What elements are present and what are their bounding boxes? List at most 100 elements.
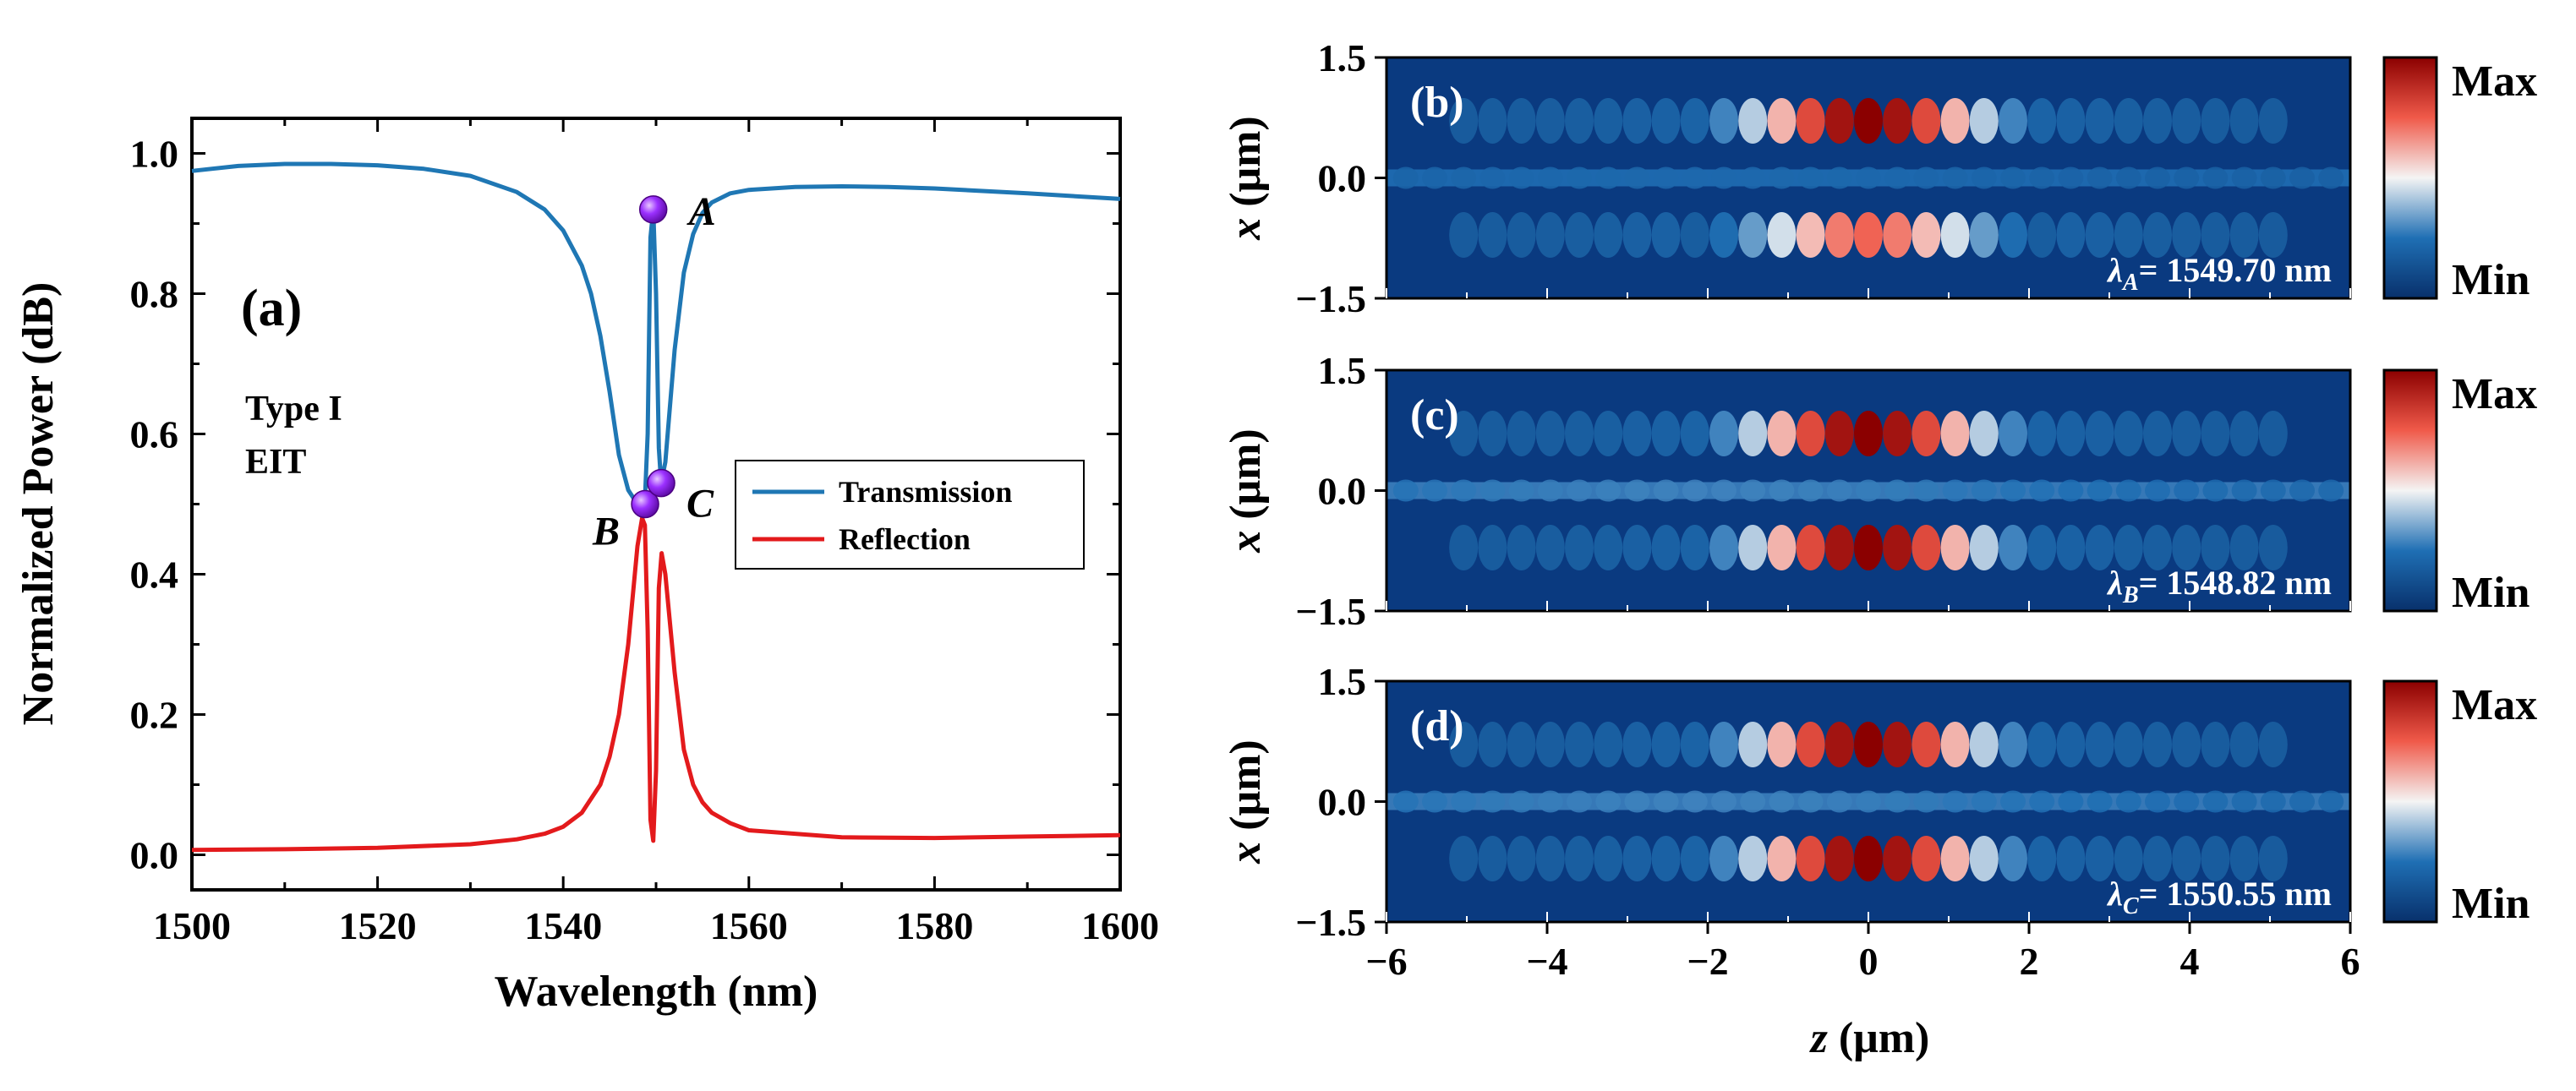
hm-y-axis-label: x (μm) (1222, 739, 1270, 864)
guide-lobe (2000, 790, 2026, 813)
field-lobe (1594, 836, 1623, 881)
guide-lobe (2289, 790, 2315, 813)
field-lobe (1767, 98, 1797, 144)
hm-x-tick-label: 6 (2341, 940, 2360, 983)
field-lobe (1622, 836, 1652, 881)
guide-lobe (2260, 479, 2286, 502)
field-lobe (1622, 212, 1652, 258)
field-lobe (2114, 411, 2143, 456)
y-tick-label: 1.0 (130, 133, 179, 176)
guide-lobe (2174, 166, 2200, 189)
field-lobe (1709, 98, 1738, 144)
hm-y-tick-label: 0.0 (1318, 470, 1367, 513)
field-lobe (1854, 212, 1883, 258)
hm-x-tick-label: −2 (1687, 940, 1728, 983)
guide-lobe (1653, 790, 1679, 813)
field-lobe (1709, 212, 1738, 258)
guide-lobe (1797, 790, 1824, 813)
x-tick-label: 1580 (895, 904, 973, 947)
guide-lobe (1451, 790, 1477, 813)
y-tick-label: 0.2 (130, 694, 179, 737)
guide-lobe (1711, 790, 1736, 813)
heatmap-panel-d: (d) λC= 1550.55 nm 1.5 0.0 −1.5 x (μm) Max Min (1222, 660, 2537, 944)
field-lobe (1680, 836, 1709, 881)
field-lobe (1478, 212, 1507, 258)
field-lobe (1478, 722, 1507, 767)
guide-lobe (1682, 790, 1708, 813)
field-lobe (1767, 212, 1797, 258)
guide-lobe (1942, 790, 1968, 813)
field-lobe (2201, 212, 2230, 258)
field-lobe (1449, 836, 1479, 881)
field-lobe (2201, 411, 2230, 456)
field-lobe (1680, 722, 1709, 767)
y-tick-label: 0.8 (130, 273, 179, 316)
field-lobe (1940, 836, 1970, 881)
field-lobe (1911, 525, 1941, 570)
field-lobe (2056, 836, 2086, 881)
field-lobe (2172, 525, 2201, 570)
field-lobe (1565, 836, 1594, 881)
field-lobe (2085, 411, 2114, 456)
guide-lobe (1913, 790, 1939, 813)
field-lobe (1969, 98, 1999, 144)
field-lobe (1883, 525, 1912, 570)
guide-lobe (1884, 166, 1911, 189)
field-lobe (2229, 722, 2259, 767)
field-lobe (1824, 836, 1854, 881)
guide-lobe (1595, 790, 1622, 813)
guide-lobe (2087, 479, 2113, 502)
series-lines (191, 161, 1121, 853)
hm-y-tick-label: 1.5 (1318, 36, 1367, 79)
field-lobe (1796, 525, 1825, 570)
field-lobe (2143, 212, 2172, 258)
field-lobe (2114, 212, 2143, 258)
field-lobe (1940, 525, 1970, 570)
panel-label-a: (a) (241, 280, 302, 337)
field-lobe (1565, 525, 1594, 570)
guide-lobe (1537, 790, 1563, 813)
y-axis-label: Normalized Power (dB) (14, 282, 63, 726)
panel-label: (c) (1410, 391, 1459, 439)
field-lobe (1535, 525, 1565, 570)
guide-lobe (2058, 479, 2084, 502)
guide-lobe (2115, 790, 2141, 813)
guide-lobe (1769, 166, 1795, 189)
wavelength-label: λA= 1549.70 nm (2106, 251, 2332, 296)
field-lobe (2201, 836, 2230, 881)
field-lobe (1651, 411, 1681, 456)
field-lobe (2143, 836, 2172, 881)
field-lobe (1796, 98, 1825, 144)
guide-lobe (2058, 166, 2084, 189)
hm-y-tick-label: −1.5 (1295, 901, 1366, 944)
guide-lobe (2318, 479, 2344, 502)
field-lobe (2027, 836, 2057, 881)
field-lobe (2201, 722, 2230, 767)
field-lobe (1824, 212, 1854, 258)
field-lobe (2229, 525, 2259, 570)
field-lobe (2258, 212, 2288, 258)
guide-lobe (1942, 166, 1968, 189)
field-lobe (1854, 525, 1883, 570)
y-tick-labels: 0.0 0.2 0.4 0.6 0.8 1.0 (130, 133, 179, 877)
hm-y-tick-label: 1.5 (1318, 660, 1367, 703)
guide-lobe (1567, 790, 1592, 813)
guide-lobe (2318, 166, 2344, 189)
colorbar-min-label: Min (2452, 256, 2530, 304)
field-lobe (1565, 98, 1594, 144)
guide-lobe (2174, 479, 2200, 502)
field-lobe (2172, 98, 2201, 144)
guide-lobe (2260, 790, 2286, 813)
x-tick-label: 1560 (710, 904, 788, 947)
field-lobe (1680, 525, 1709, 570)
field-lobe (1940, 411, 1970, 456)
hm-y-tick-label: 0.0 (1318, 781, 1367, 824)
annotation-line-1: Type I (245, 390, 342, 428)
field-lobe (2258, 525, 2288, 570)
field-lobe (1594, 411, 1623, 456)
guide-lobe (1508, 790, 1534, 813)
x-tick-label: 1500 (153, 904, 231, 947)
x-tick-marks (190, 118, 1122, 890)
field-lobe (1824, 98, 1854, 144)
field-lobe (1767, 722, 1797, 767)
